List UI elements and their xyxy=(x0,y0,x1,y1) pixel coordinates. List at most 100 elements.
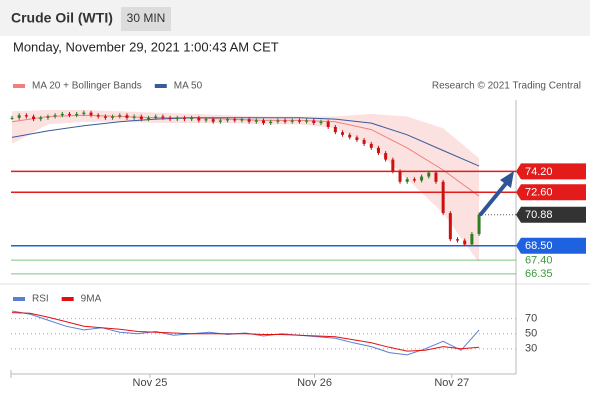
candle-body xyxy=(441,181,445,214)
y-tick-label: 70 xyxy=(525,313,537,325)
level-label: 68.50 xyxy=(525,240,553,252)
level-label: 74.20 xyxy=(525,166,553,178)
candle-body xyxy=(362,140,366,144)
candle-body xyxy=(348,134,352,138)
candle-body xyxy=(477,214,481,235)
level-label: 72.60 xyxy=(525,187,553,199)
candle-body xyxy=(290,120,294,122)
candle-body xyxy=(60,113,64,116)
candle-body xyxy=(75,113,79,116)
candle-body xyxy=(247,119,251,122)
forecast-arrow-head xyxy=(500,171,514,188)
candle-body xyxy=(283,120,287,122)
candle-body xyxy=(391,159,395,172)
candle-body xyxy=(355,137,359,141)
level-tag xyxy=(516,206,586,223)
source: Research © 2021 Trading Central xyxy=(432,81,581,92)
candle-body xyxy=(226,119,230,121)
candle-body xyxy=(412,179,416,181)
bollinger-band xyxy=(12,110,480,263)
candle-body xyxy=(53,115,57,117)
y-tick-label: 30 xyxy=(525,343,537,355)
legend-label: MA 50 xyxy=(174,81,203,92)
candle-body xyxy=(398,171,402,182)
x-tick-label: Nov 25 xyxy=(133,377,168,389)
timeframe-tab[interactable] xyxy=(121,7,171,31)
candle-body xyxy=(405,179,409,182)
candle-body xyxy=(434,172,438,182)
level-tag xyxy=(516,184,586,201)
candle-body xyxy=(312,120,316,124)
candle-body xyxy=(204,119,208,121)
legend-swatch xyxy=(61,297,74,301)
level-label: 67.40 xyxy=(525,255,553,267)
candle-body xyxy=(240,119,244,121)
candle-body xyxy=(326,121,330,127)
candle-body xyxy=(111,116,115,118)
candle-body xyxy=(17,115,21,118)
candle-body xyxy=(463,240,467,245)
legend-label: RSI xyxy=(32,294,49,305)
candle-body xyxy=(139,116,143,120)
candle-body xyxy=(161,116,165,118)
candle-body xyxy=(32,116,36,120)
candle-body xyxy=(168,117,172,120)
candle-body xyxy=(218,120,222,122)
candle-body xyxy=(190,117,194,120)
indicator-line xyxy=(11,310,480,356)
candle-body xyxy=(305,120,309,122)
candle-body xyxy=(103,116,107,118)
candle-body xyxy=(147,117,151,120)
y-tick-label: 50 xyxy=(525,328,537,340)
candle-body xyxy=(211,119,215,122)
candle-body xyxy=(125,115,129,118)
candle-body xyxy=(175,117,179,120)
x-tick-label: Nov 27 xyxy=(434,377,469,389)
candle-body xyxy=(319,121,323,124)
candle-body xyxy=(420,176,424,181)
candle-body xyxy=(24,115,28,117)
indicator-line xyxy=(11,312,480,352)
candle-body xyxy=(197,117,201,121)
candle-body xyxy=(448,213,452,240)
candle-body xyxy=(456,239,460,241)
header-bar xyxy=(0,0,590,36)
candle-body xyxy=(470,234,474,245)
candle-body xyxy=(384,153,388,160)
candle-body xyxy=(154,116,158,118)
candle-body xyxy=(96,115,100,117)
candle-body xyxy=(333,126,337,133)
legend-swatch xyxy=(154,84,167,88)
timeframe-label: 30 MIN xyxy=(127,11,166,25)
candle-body xyxy=(369,143,373,148)
plot: MA 20 + Bollinger Bands MA 50 74.20 72.60 70… xyxy=(10,81,586,389)
x-tick-label: Nov 26 xyxy=(297,377,332,389)
candle-body xyxy=(82,112,86,114)
candle-body xyxy=(233,119,237,121)
level-label: 70.88 xyxy=(525,209,553,221)
candle-body xyxy=(89,112,93,116)
candle-body xyxy=(132,116,136,118)
candle-body xyxy=(10,117,14,119)
candle-body xyxy=(182,117,186,120)
level-label: 66.35 xyxy=(525,268,553,280)
candle-body xyxy=(376,147,380,154)
level-tag xyxy=(516,237,586,254)
level-tag xyxy=(516,163,586,180)
candle-body xyxy=(269,121,273,124)
legend-swatch xyxy=(13,297,25,301)
moving-average xyxy=(11,114,480,197)
candle-body xyxy=(341,132,345,135)
candle-body xyxy=(427,172,431,177)
candle-body xyxy=(39,117,43,120)
timestamp: Monday, November 29, 2021 1:00:43 AM CET xyxy=(13,39,279,54)
candle-body xyxy=(262,120,265,124)
legend-label: MA 20 + Bollinger Bands xyxy=(32,81,142,92)
legend-swatch xyxy=(13,84,25,88)
candle-body xyxy=(67,113,71,116)
candle-body xyxy=(297,120,301,122)
candle-body xyxy=(118,115,122,117)
instrument-title: Crude Oil (WTI) xyxy=(11,10,113,26)
candle-body xyxy=(46,116,50,118)
